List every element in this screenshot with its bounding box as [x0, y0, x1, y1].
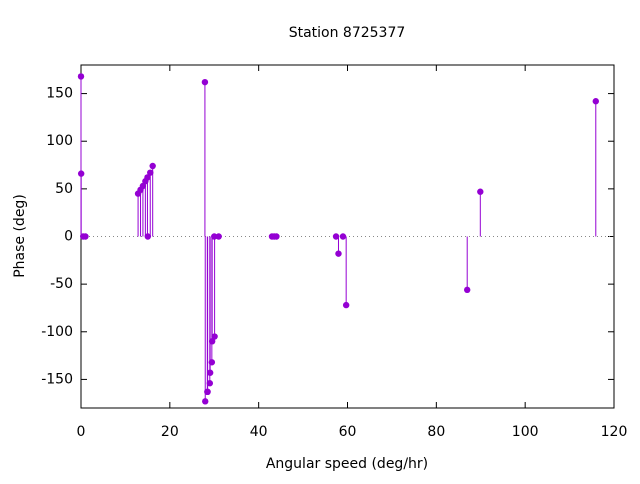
stem-point — [273, 233, 280, 240]
stem-point — [147, 169, 154, 176]
stem-point — [208, 338, 216, 345]
stem-point — [477, 188, 484, 195]
x-tick-label: 100 — [512, 424, 539, 440]
x-tick-label: 20 — [161, 424, 179, 440]
stem-point — [211, 333, 218, 340]
stem-point — [144, 174, 151, 181]
stem-point — [202, 398, 209, 405]
x-tick-label: 80 — [427, 424, 445, 440]
x-tick-label: 120 — [601, 424, 628, 440]
stem-point — [82, 233, 89, 240]
stem-point — [149, 162, 156, 170]
y-tick-label: -50 — [50, 276, 73, 292]
stem-point — [215, 233, 222, 240]
plot-border — [80, 64, 615, 409]
y-tick-label: -150 — [41, 371, 73, 387]
y-tick-label: 50 — [55, 181, 73, 197]
stem-point — [77, 170, 85, 177]
x-axis-label: Angular speed (deg/hr) — [266, 456, 428, 472]
stem-point — [342, 301, 350, 309]
x-tick-label: 0 — [77, 424, 86, 440]
stem-point — [139, 182, 147, 190]
y-tick-label: -100 — [41, 324, 73, 340]
y-tick-label: 150 — [46, 86, 73, 102]
stem-point — [592, 98, 599, 105]
stem-point — [335, 250, 342, 257]
x-tick-label: 60 — [339, 424, 357, 440]
stem-point — [206, 369, 214, 376]
stem-point — [77, 73, 85, 80]
stem-point — [206, 380, 214, 387]
stem-point — [204, 388, 211, 396]
stem-point — [332, 233, 340, 240]
y-tick-label: 100 — [46, 133, 73, 149]
x-tick-label: 40 — [250, 424, 268, 440]
stem-point — [201, 78, 209, 86]
stem-point — [208, 359, 216, 366]
stem-point — [339, 233, 347, 240]
stem-point — [144, 233, 152, 240]
y-axis-label: Phase (deg) — [12, 194, 28, 278]
stem-point — [464, 286, 471, 294]
chart-title: Station 8725377 — [289, 25, 406, 41]
y-tick-label: 0 — [64, 229, 73, 245]
